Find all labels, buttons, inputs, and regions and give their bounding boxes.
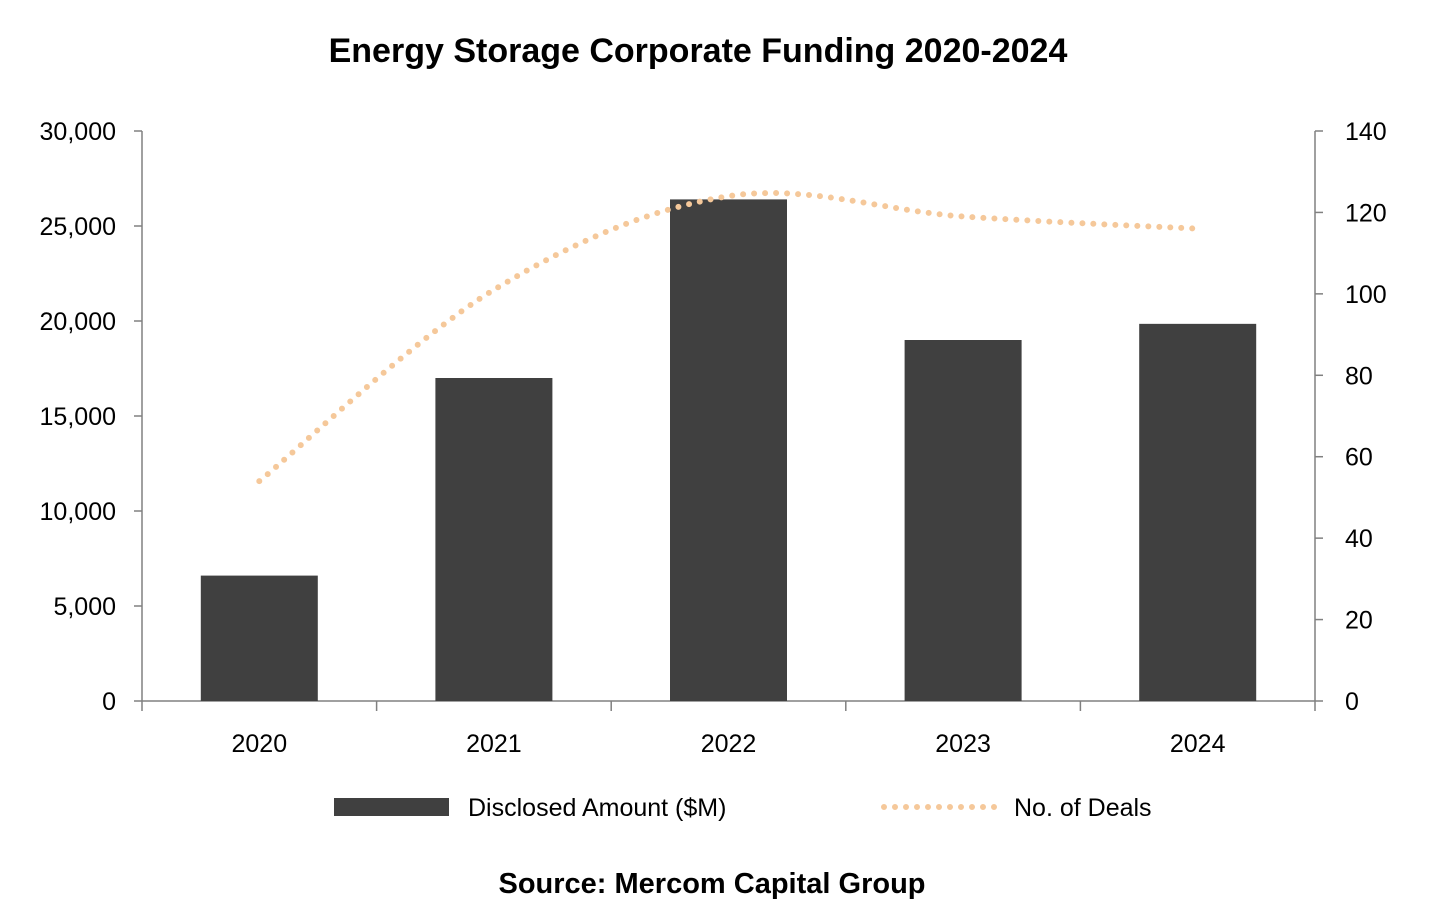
x-axis-category-label: 2023	[935, 730, 991, 758]
right-axis-tick-label: 60	[1345, 444, 1373, 472]
bar-series	[200, 199, 1257, 701]
chart-title: Energy Storage Corporate Funding 2020-20…	[329, 32, 1068, 70]
line-no-of-deals	[256, 190, 1201, 485]
x-axis-category-label: 2020	[231, 730, 287, 758]
bar-disclosed-amount	[200, 575, 318, 701]
x-axis-category-label: 2022	[701, 730, 757, 758]
line-series	[256, 190, 1201, 485]
left-axis-tick-label: 0	[102, 688, 116, 716]
source-note: Source: Mercom Capital Group	[498, 868, 925, 900]
legend-label-disclosed-amount: Disclosed Amount ($M)	[468, 794, 726, 822]
right-axis-tick-label: 20	[1345, 607, 1373, 635]
axes: 0 5,000 10,000 15,000 20,000 25,000 30,000 0 20 4…	[40, 118, 1387, 758]
bar-disclosed-amount	[670, 199, 787, 701]
legend-swatch-disclosed-amount	[334, 798, 449, 816]
x-axis-category-label: 2024	[1170, 730, 1226, 758]
left-axis-tick-label: 30,000	[40, 118, 116, 146]
legend: Disclosed Amount ($M) No. of Deals	[334, 794, 1152, 822]
left-axis-tick-label: 5,000	[53, 593, 116, 621]
bar-disclosed-amount	[904, 340, 1022, 701]
left-axis-tick-label: 20,000	[40, 308, 116, 336]
bar-disclosed-amount	[1139, 323, 1257, 701]
right-axis-tick-label: 140	[1345, 118, 1387, 146]
left-axis-tick-label: 10,000	[40, 498, 116, 526]
left-axis-tick-label: 15,000	[40, 403, 116, 431]
right-axis-tick-label: 100	[1345, 281, 1387, 309]
right-axis-tick-label: 80	[1345, 362, 1373, 390]
right-axis-tick-label: 120	[1345, 199, 1387, 227]
right-axis-tick-label: 0	[1345, 688, 1359, 716]
bar-disclosed-amount	[435, 378, 553, 701]
right-axis-tick-label: 40	[1345, 525, 1373, 553]
x-axis-category-label: 2021	[466, 730, 522, 758]
legend-label-no-of-deals: No. of Deals	[1014, 794, 1152, 822]
left-axis-tick-label: 25,000	[40, 213, 116, 241]
